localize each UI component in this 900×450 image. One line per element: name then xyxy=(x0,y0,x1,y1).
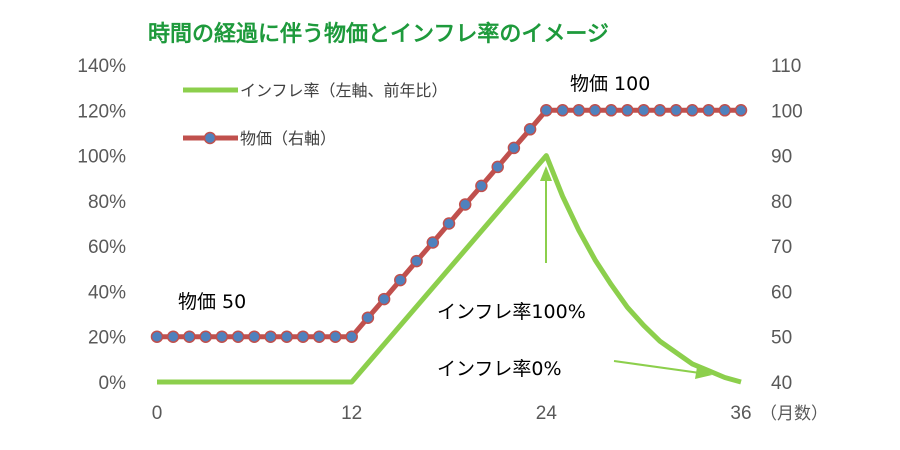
data-point-price xyxy=(653,104,667,117)
data-point-price xyxy=(150,330,164,343)
x-tick-label: 0 xyxy=(152,403,163,424)
x-tick-label: 36 xyxy=(730,403,751,424)
x-axis-ticks: 0 12 24 36 xyxy=(152,403,752,424)
data-point-price xyxy=(345,330,358,343)
arrow-peak-head xyxy=(540,166,552,181)
data-point-price xyxy=(361,311,375,324)
data-point-price xyxy=(166,330,180,343)
left-tick-label: 20% xyxy=(88,328,126,349)
arrow-zero-head xyxy=(695,367,712,379)
left-tick-label: 120% xyxy=(77,101,126,122)
data-point-price xyxy=(312,330,326,343)
right-tick-label: 90 xyxy=(771,147,792,168)
annotation-price-end: 物価 100 xyxy=(570,73,650,95)
right-tick-label: 60 xyxy=(771,282,792,303)
chart-title: 時間の経過に伴う物価とインフレ率のイメージ xyxy=(148,21,609,47)
right-tick-label: 50 xyxy=(771,328,792,349)
left-tick-label: 0% xyxy=(99,373,127,394)
data-point-price xyxy=(410,254,423,268)
data-point-price xyxy=(231,330,245,343)
data-point-price xyxy=(377,292,391,306)
data-point-price xyxy=(718,104,732,117)
data-point-price xyxy=(475,179,488,193)
data-point-price xyxy=(686,104,699,117)
data-point-price xyxy=(572,104,586,117)
data-point-price xyxy=(442,217,456,230)
left-tick-label: 40% xyxy=(88,282,126,303)
data-point-price xyxy=(199,330,212,343)
right-tick-label: 70 xyxy=(771,237,792,258)
legend: インフレ率（左軸、前年比） 物価（右軸） xyxy=(183,81,448,148)
legend-label-inflation: インフレ率（左軸、前年比） xyxy=(240,81,448,100)
data-point-price xyxy=(588,104,602,117)
left-tick-label: 80% xyxy=(88,192,126,213)
data-point-price xyxy=(394,273,407,287)
data-point-price xyxy=(669,104,683,117)
left-tick-label: 60% xyxy=(88,237,126,258)
left-axis-ticks: 0% 20% 40% 60% 80% 100% 120% 140% xyxy=(77,56,126,394)
data-point-price xyxy=(702,104,715,117)
x-tick-label: 24 xyxy=(536,403,558,424)
data-point-price xyxy=(264,330,277,343)
arrow-zero-shaft xyxy=(613,360,701,374)
data-point-price xyxy=(248,330,261,343)
legend-label-price: 物価（右軸） xyxy=(240,129,336,148)
data-point-price xyxy=(540,104,553,117)
data-point-price xyxy=(183,330,196,343)
data-point-price xyxy=(280,330,294,343)
data-point-price xyxy=(637,104,650,117)
annotation-price-start: 物価 50 xyxy=(178,291,246,313)
data-point-price xyxy=(734,104,748,117)
series-line-inflation xyxy=(157,153,742,385)
data-point-price xyxy=(523,123,537,136)
right-axis-ticks: 40 50 60 70 80 90 100 110 xyxy=(771,56,803,394)
data-point-price xyxy=(507,141,521,155)
left-tick-label: 100% xyxy=(77,147,126,168)
right-tick-label: 100 xyxy=(771,101,803,122)
data-point-price xyxy=(491,160,504,174)
data-point-price xyxy=(604,104,618,117)
data-point-price xyxy=(458,198,472,211)
x-tick-label: 12 xyxy=(341,403,362,424)
data-point-price xyxy=(426,236,440,249)
data-point-price xyxy=(556,104,569,117)
data-point-price xyxy=(621,104,634,117)
data-point-price xyxy=(215,330,229,343)
annotation-arrows xyxy=(540,166,712,379)
right-tick-label: 40 xyxy=(771,373,792,394)
x-axis-unit: （月数） xyxy=(760,404,828,424)
data-point-price xyxy=(329,330,342,343)
legend-marker-price xyxy=(203,131,217,145)
annotations: 物価 50 物価 100 インフレ率100% インフレ率0% xyxy=(178,73,712,380)
plot-area xyxy=(150,104,748,385)
data-point-price xyxy=(296,330,310,343)
left-tick-label: 140% xyxy=(77,56,126,77)
right-tick-label: 110 xyxy=(771,56,801,77)
annotation-inflation-peak: インフレ率100% xyxy=(437,301,586,323)
right-tick-label: 80 xyxy=(771,192,792,213)
annotation-inflation-zero: インフレ率0% xyxy=(437,358,562,380)
